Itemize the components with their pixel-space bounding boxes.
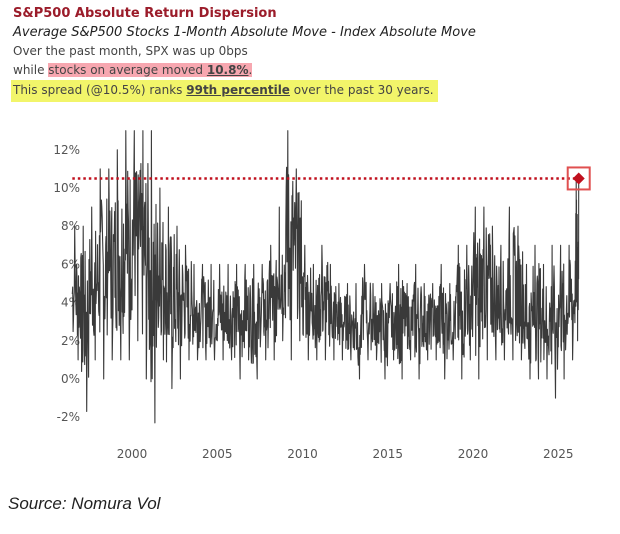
percentile-value: 99th percentile <box>186 83 290 97</box>
x-tick-label: 2010 <box>287 447 318 461</box>
x-tick-label: 2020 <box>458 447 489 461</box>
y-tick-label: 2% <box>61 334 80 348</box>
note-text: stocks on average moved <box>48 63 207 77</box>
x-tick-label: 2015 <box>372 447 403 461</box>
chart-title: S&P500 Absolute Return Dispersion <box>13 6 277 21</box>
chart-subtitle: Average S&P500 Stocks 1-Month Absolute M… <box>13 25 476 40</box>
x-tick-label: 2005 <box>202 447 233 461</box>
note-text: . <box>248 63 253 77</box>
yellow-highlight: This spread (@10.5%) ranks 99th percenti… <box>11 80 438 102</box>
note-text: over the past 30 years. <box>289 83 434 97</box>
note-line-2: while stocks on average moved 10.8%. <box>13 61 476 80</box>
y-tick-label: 8% <box>61 219 80 233</box>
chart-header: S&P500 Absolute Return Dispersion Averag… <box>11 4 476 102</box>
x-tick-label: 2025 <box>543 447 574 461</box>
note-line-3: This spread (@10.5%) ranks 99th percenti… <box>11 80 476 102</box>
note-text: while <box>13 63 49 77</box>
y-tick-label: 0% <box>61 372 80 386</box>
pink-highlight: stocks on average moved 10.8%. <box>48 63 253 77</box>
y-tick-label: -2% <box>57 410 80 424</box>
note-text: This spread (@10.5%) ranks <box>13 83 187 97</box>
dispersion-series-line <box>71 130 580 424</box>
x-tick-label: 2000 <box>117 447 148 461</box>
latest-point-box <box>566 166 591 191</box>
avg-move-value: 10.8% <box>206 63 249 77</box>
y-tick-label: 10% <box>53 181 80 195</box>
y-tick-label: 12% <box>53 143 80 157</box>
latest-point-marker <box>572 172 585 185</box>
note-line-1: Over the past month, SPX was up 0bps <box>13 44 248 58</box>
source-note: Source: Nomura Vol <box>8 494 161 513</box>
